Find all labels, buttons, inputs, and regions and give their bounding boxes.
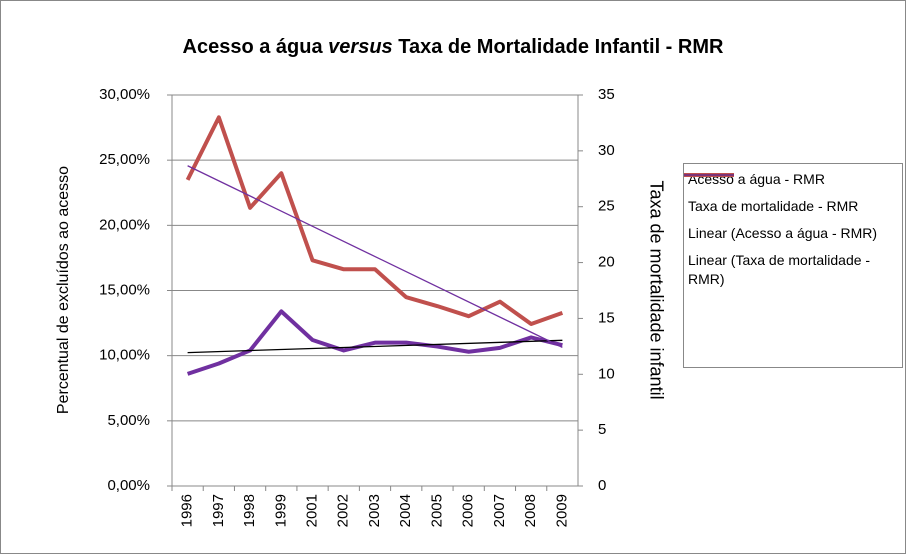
legend-item: Linear (Taxa de mortalidade - RMR) [684,174,898,289]
y-tick-label: 15,00% [99,281,150,298]
legend-label: Linear (Taxa de mortalidade - RMR) [688,252,871,287]
trend-line [187,165,563,348]
y2-tick-label: 20 [598,254,615,271]
y2-tick-label: 5 [598,421,606,438]
x-tick-label: 2008 [522,494,539,527]
x-tick-label: 2002 [335,494,352,527]
y2-tick-label: 35 [598,86,615,103]
legend: Acesso a água - RMR Taxa de mortalidade -… [683,163,903,368]
legend-item: Linear (Acesso a água - RMR) [684,174,898,243]
x-tick-label: 1998 [241,494,258,527]
title-part: versus [328,36,393,58]
y2-tick-label: 15 [598,309,615,326]
y2-tick-label: 25 [598,198,615,215]
y2-tick-label: 10 [598,365,615,382]
y-tick-label: 5,00% [107,412,150,429]
y2-tick-label: 0 [598,477,606,494]
x-tick-label: 2006 [460,494,477,527]
x-tick-label: 2003 [366,494,383,527]
x-tick-label: 1997 [210,494,227,527]
x-tick-label: 2005 [428,494,445,527]
title-part: Acesso a água [183,36,329,58]
chart-title: Acesso a água versus Taxa de Mortalidade… [183,36,724,58]
y-tick-label: 20,00% [99,216,150,233]
x-tick-label: 2009 [553,494,570,527]
x-tick-label: 2004 [397,494,414,527]
legend-label: Taxa de mortalidade - RMR [688,198,859,214]
series-line [185,115,564,327]
legend-swatch [684,174,734,176]
legend-label: Linear (Acesso a água - RMR) [688,225,878,241]
y-tick-label: 25,00% [99,151,150,168]
y-tick-label: 10,00% [99,347,150,364]
title-part: Taxa de Mortalidade Infantil - RMR [393,36,724,58]
x-tick-label: 2007 [491,494,508,527]
x-tick-label: 2001 [304,494,321,527]
trend-line [187,339,563,354]
x-tick-label: 1996 [179,494,196,527]
x-tick-label: 1999 [272,494,289,527]
legend-item: Taxa de mortalidade - RMR [684,173,898,216]
y-axis-title: Percentual de excluídos ao acesso [55,166,72,414]
y2-tick-label: 30 [598,142,615,159]
y-tick-label: 0,00% [107,477,150,494]
y2-axis-title: Taxa de mortalidade infantil [646,180,666,399]
y-tick-label: 30,00% [99,86,150,103]
